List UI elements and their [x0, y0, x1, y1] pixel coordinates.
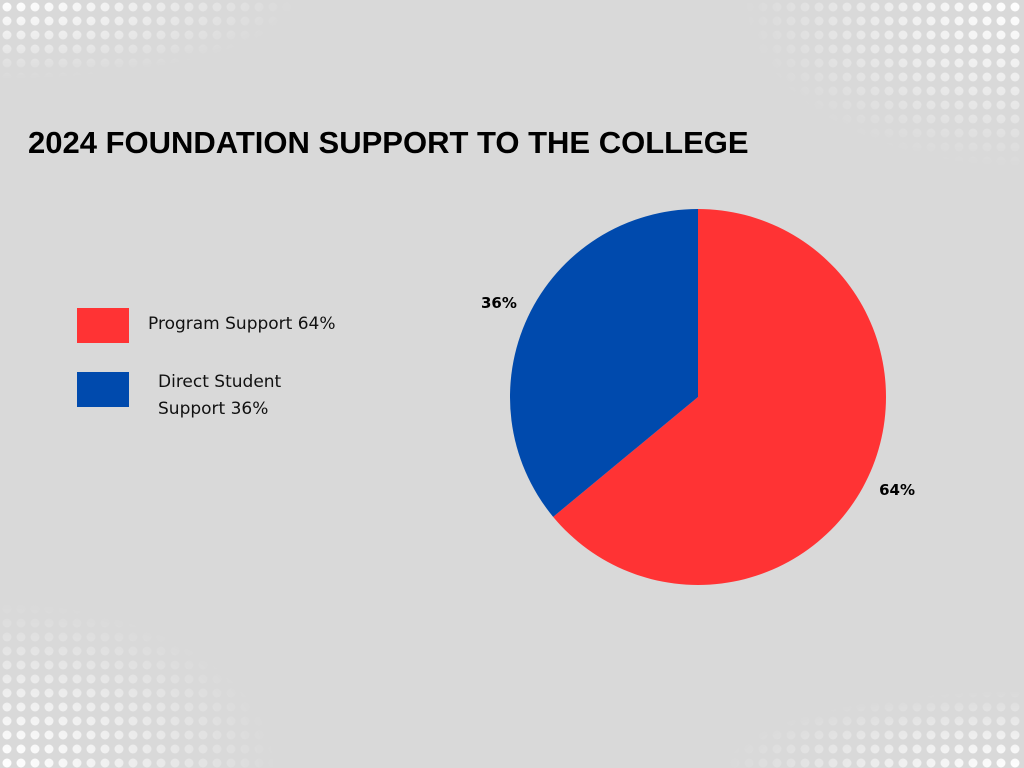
value-label: 64%	[879, 481, 915, 499]
chart-title: 2024 FOUNDATION SUPPORT TO THE COLLEGE	[28, 125, 749, 160]
value-label: 36%	[481, 294, 517, 312]
legend-label: Direct Student Support 36%	[158, 372, 282, 419]
legend-swatch	[77, 308, 129, 343]
legend	[77, 308, 129, 407]
legend-label: Program Support 64%	[148, 314, 336, 334]
pie: 64% 36%	[481, 208, 915, 585]
pie-slice	[510, 208, 698, 517]
pie-slice	[553, 209, 886, 585]
legend-swatch	[77, 372, 129, 407]
